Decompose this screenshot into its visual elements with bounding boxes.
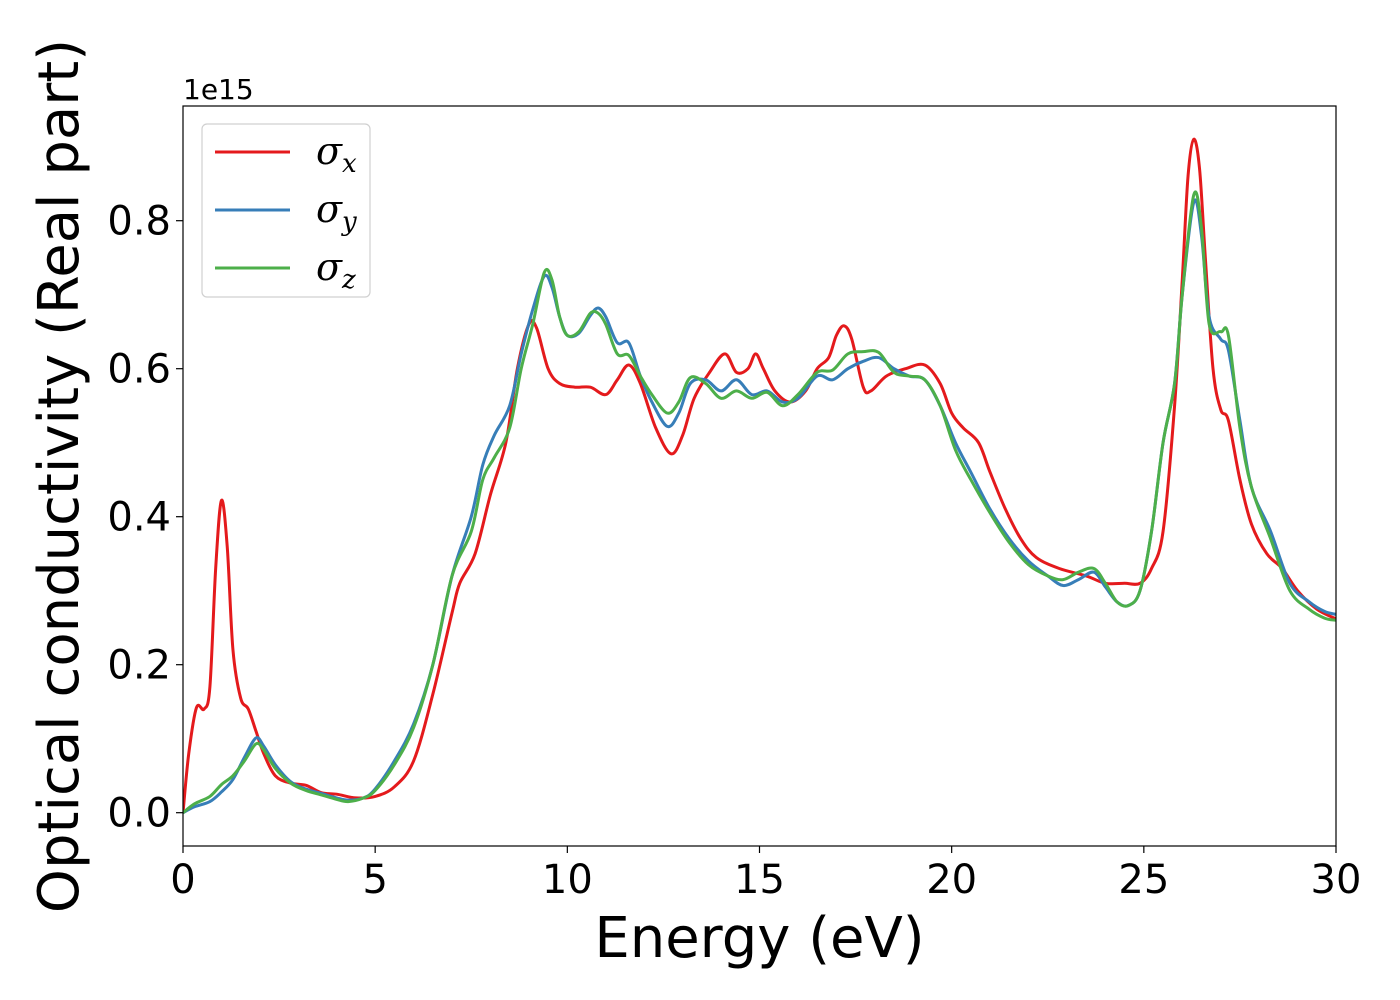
y-tick-label: 0.2 (107, 643, 171, 689)
y-axis: 0.0 0.2 0.4 0.6 0.8 (107, 199, 183, 837)
y-tick-label: 0.8 (107, 199, 171, 245)
legend-label-z: σz (316, 245, 356, 295)
y-tick-label: 0.6 (107, 347, 171, 393)
x-tick-label: 5 (362, 857, 387, 903)
y-tick-label: 0.4 (107, 495, 171, 541)
series-layer (183, 137, 1336, 815)
legend-label-x: σx (316, 129, 357, 179)
series-line-z (183, 190, 1336, 814)
y-tick-label: 0.0 (107, 791, 171, 837)
y-axis-title: Optical conductivity (Real part) (27, 39, 92, 913)
x-axis-title: Energy (eV) (594, 906, 924, 971)
legend: σx σy σz (201, 123, 371, 298)
x-tick-label: 0 (170, 857, 195, 903)
x-tick-label: 15 (734, 857, 785, 903)
x-tick-label: 30 (1311, 857, 1362, 903)
legend-label-y: σy (316, 187, 357, 237)
x-tick-label: 25 (1118, 857, 1169, 903)
y-offset-label: 1e15 (183, 73, 254, 106)
x-tick-label: 20 (926, 857, 977, 903)
x-axis: 0 5 10 15 20 25 30 (170, 846, 1361, 903)
x-tick-label: 10 (542, 857, 593, 903)
